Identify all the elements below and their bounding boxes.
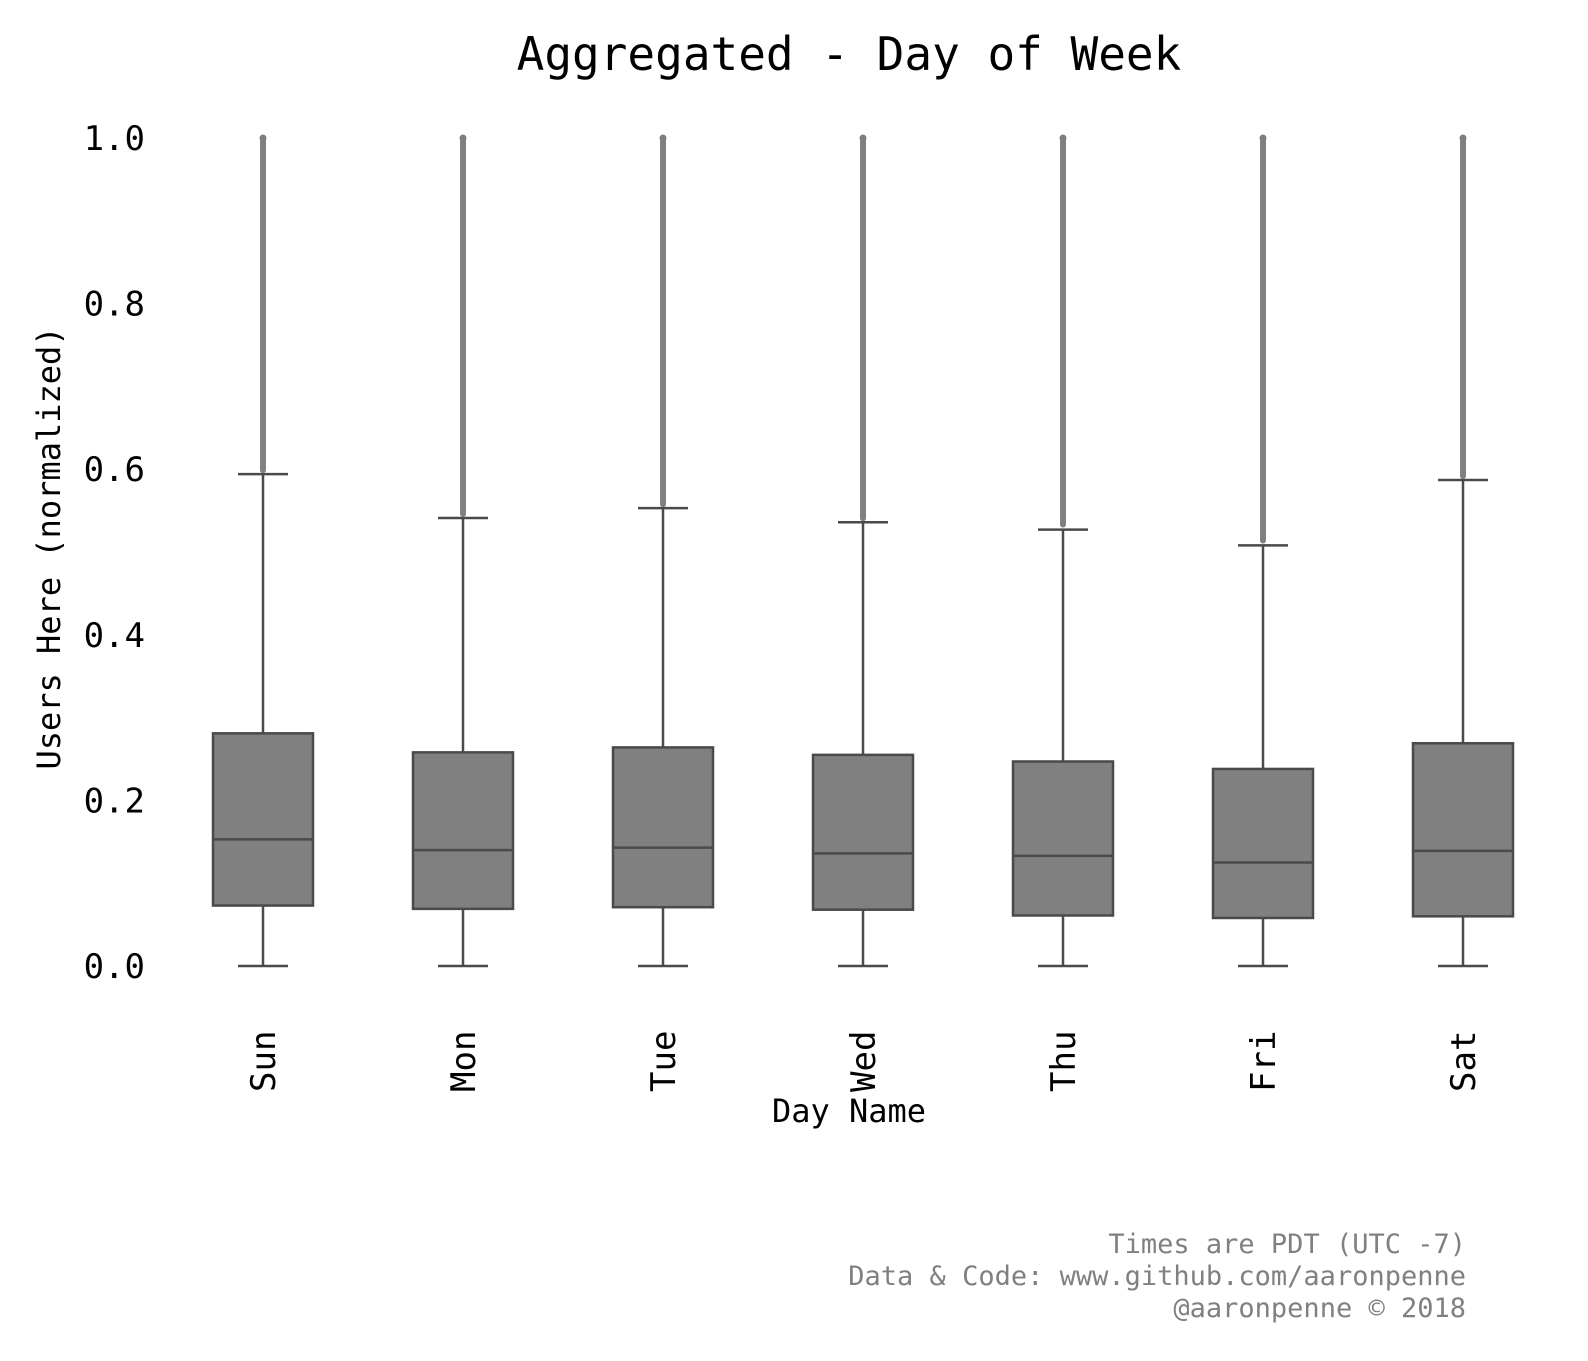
- x-tick-label: Fri: [1244, 1031, 1284, 1092]
- outlier-max-point: [859, 134, 867, 142]
- box-series: [211, 134, 1515, 968]
- iqr-box: [1011, 760, 1115, 917]
- iqr-box: [411, 751, 515, 911]
- box-fri: [1211, 134, 1315, 968]
- y-tick-label: 0.6: [84, 450, 145, 490]
- y-tick-label: 1.0: [84, 119, 145, 159]
- outlier-max-point: [1259, 134, 1267, 142]
- footer-timezone-note: Times are PDT (UTC -7): [1108, 1229, 1466, 1260]
- box-sun: [211, 134, 315, 968]
- iqr-box: [1211, 767, 1315, 920]
- box-sat: [1411, 134, 1515, 968]
- y-tick-label: 0.0: [84, 947, 145, 987]
- footer-source-note: Data & Code: www.github.com/aaronpenne: [848, 1261, 1466, 1292]
- box-thu: [1011, 134, 1115, 968]
- y-axis-label: Users Here (normalized): [30, 326, 68, 769]
- x-axis-ticks: Sun Mon Tue Wed Thu Fri Sat: [244, 1031, 1484, 1092]
- outlier-max-point: [1459, 134, 1467, 142]
- iqr-box: [611, 746, 715, 909]
- x-tick-label: Sat: [1444, 1031, 1484, 1092]
- outlier-max-point: [459, 134, 467, 142]
- outlier-max-point: [259, 134, 267, 142]
- x-tick-label: Wed: [844, 1031, 884, 1092]
- box-mon: [411, 134, 515, 968]
- box-wed: [811, 134, 915, 968]
- footer-copyright: @aaronpenne © 2018: [1173, 1293, 1466, 1324]
- y-tick-label: 0.4: [84, 616, 145, 656]
- iqr-box: [811, 753, 915, 911]
- x-axis-label: Day Name: [772, 1092, 926, 1130]
- outlier-max-point: [1059, 134, 1067, 142]
- outlier-max-point: [659, 134, 667, 142]
- x-tick-label: Thu: [1044, 1031, 1084, 1092]
- iqr-box: [1411, 742, 1515, 918]
- box-tue: [611, 134, 715, 968]
- y-tick-label: 0.8: [84, 285, 145, 325]
- x-tick-label: Sun: [244, 1031, 284, 1092]
- chart-title: Aggregated - Day of Week: [517, 27, 1182, 81]
- x-tick-label: Mon: [444, 1031, 484, 1092]
- y-tick-label: 0.2: [84, 781, 145, 821]
- x-tick-label: Tue: [644, 1031, 684, 1092]
- y-axis-ticks: 0.0 0.2 0.4 0.6 0.8 1.0: [84, 119, 145, 987]
- iqr-box: [211, 732, 315, 907]
